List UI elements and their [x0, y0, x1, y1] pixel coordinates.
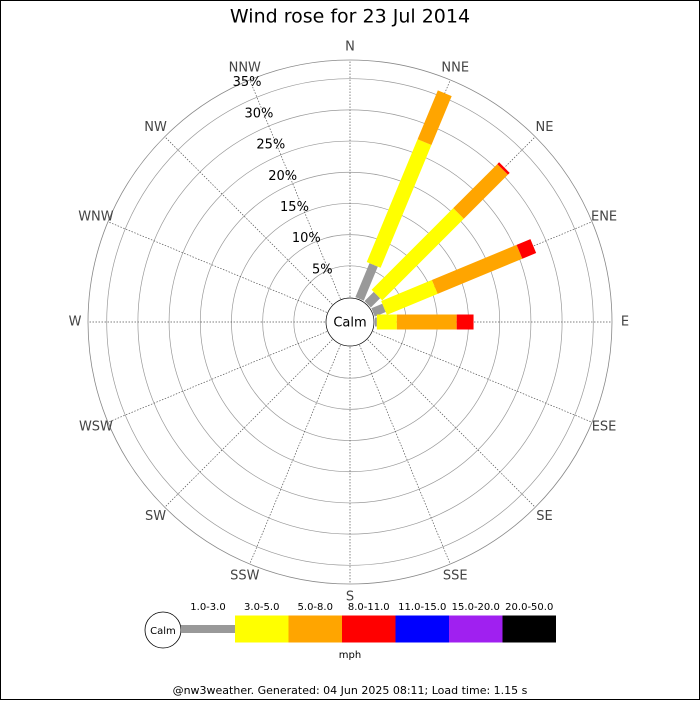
bar-segment: [371, 303, 386, 317]
bar-segment: [366, 139, 432, 268]
direction-label: ENE: [591, 209, 617, 224]
r-tick-label: 5%: [312, 262, 333, 277]
legend-label: 8.0-11.0: [348, 602, 390, 613]
legend-label: 1.0-3.0: [190, 602, 225, 613]
direction-bars: [364, 162, 510, 308]
spoke: [372, 331, 593, 423]
legend-label: 20.0-50.0: [505, 602, 553, 613]
direction-label: WNW: [78, 209, 114, 224]
bar-segment: [355, 263, 378, 301]
direction-bars: [371, 239, 537, 317]
bar-segment: [417, 90, 452, 146]
legend-label: 11.0-15.0: [398, 602, 446, 613]
direction-label: NE: [535, 120, 553, 135]
direction-label: NW: [144, 120, 167, 135]
unit-label: mph: [339, 650, 361, 661]
direction-bars: [375, 314, 474, 330]
grid-ring: [199, 171, 501, 473]
r-tick-label: 15%: [280, 200, 309, 215]
direction-label: SSW: [230, 569, 260, 584]
direction-bars: [355, 90, 452, 301]
direction-label: W: [69, 315, 82, 330]
direction-label: SSE: [443, 569, 468, 584]
bar-segment: [371, 208, 464, 301]
direction-label: SE: [536, 509, 552, 524]
legend-swatch: [502, 615, 556, 643]
grid-ring: [168, 140, 532, 504]
legend-label: 3.0-5.0: [244, 602, 279, 613]
legend-swatch: [288, 615, 342, 643]
spoke: [107, 331, 328, 423]
legend-label: 15.0-20.0: [452, 602, 500, 613]
legend-swatch: [235, 615, 289, 643]
direction-label: ESE: [592, 420, 617, 435]
bar-segment: [381, 279, 438, 315]
legend-swatch: [449, 615, 503, 643]
bar-segment: [375, 317, 377, 327]
spoke: [367, 339, 536, 508]
bar-segment: [431, 244, 523, 294]
outer-ring: [87, 59, 613, 585]
r-tick-label: 10%: [292, 231, 321, 246]
spoke: [249, 79, 341, 300]
calm-circle: [325, 297, 375, 347]
spoke: [249, 344, 341, 565]
spoke: [359, 344, 451, 565]
direction-label: S: [346, 590, 354, 605]
direction-label: WSW: [79, 420, 113, 435]
legend-label: 5.0-8.0: [298, 602, 333, 613]
direction-label: NNW: [229, 60, 261, 75]
direction-label: E: [621, 315, 629, 330]
r-tick-label: 35%: [233, 75, 262, 90]
direction-label: SW: [145, 509, 166, 524]
spoke: [107, 221, 328, 313]
legend-swatch: [181, 625, 235, 633]
bar-segment: [364, 291, 381, 308]
bar-segment: [497, 162, 510, 175]
legend-swatch: [342, 615, 396, 643]
bar-segment: [516, 239, 537, 259]
spoke: [164, 339, 333, 508]
spoke: [164, 136, 333, 305]
grid-ring: [106, 78, 594, 566]
calm-label: Calm: [333, 316, 366, 331]
r-tick-label: 30%: [244, 106, 273, 121]
legend-calm-label: Calm: [150, 626, 176, 637]
direction-label: N: [345, 40, 355, 55]
direction-label: NNE: [441, 60, 469, 75]
legend-swatch: [395, 615, 449, 643]
chart-title: Wind rose for 23 Jul 2014: [230, 6, 470, 28]
bar-segment: [376, 314, 397, 330]
bar-segment: [453, 164, 508, 219]
bar-segment: [456, 314, 474, 330]
r-tick-label: 25%: [256, 138, 285, 153]
bar-segment: [396, 314, 457, 330]
footer: @nw3weather. Generated: 04 Jun 2025 08:1…: [173, 684, 528, 697]
r-tick-label: 20%: [268, 169, 297, 184]
